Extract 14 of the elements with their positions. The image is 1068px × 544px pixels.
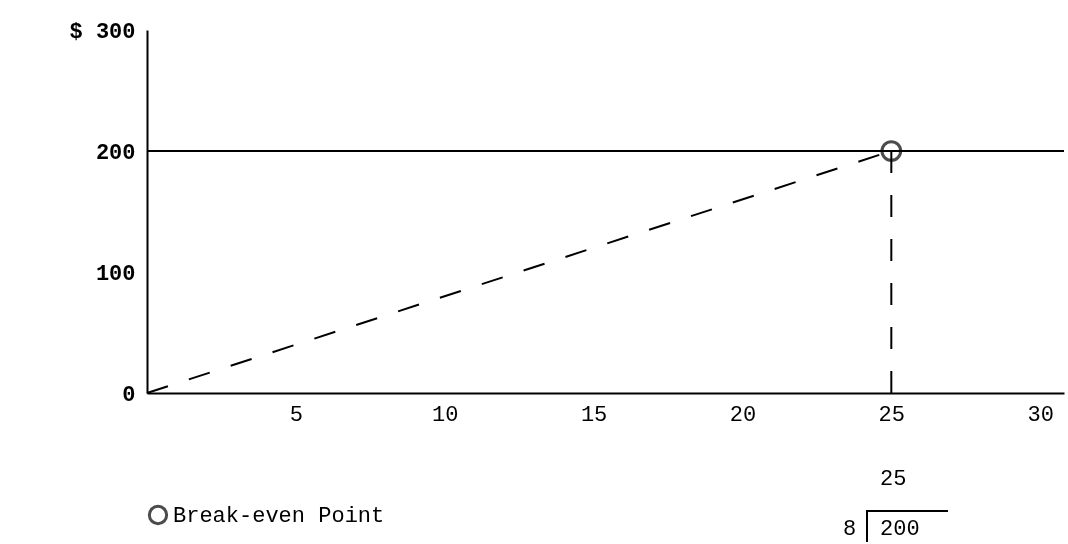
x-tick-label: 20 xyxy=(729,402,757,428)
text: 25 xyxy=(880,467,907,492)
y-tick-label: $ 300 xyxy=(69,19,136,45)
x-tick-label: 30 xyxy=(1027,402,1054,428)
x-tick-label: 5 xyxy=(289,402,303,428)
y-tick-label: 200 xyxy=(95,140,136,166)
x-tick-label: 15 xyxy=(580,402,608,428)
x-tick-label: 10 xyxy=(432,402,459,428)
text: 200 xyxy=(880,517,920,542)
y-tick-label: 0 xyxy=(122,382,136,408)
y-tick-label: 100 xyxy=(95,261,136,287)
text: 8 xyxy=(843,517,857,542)
legend-label: Break-even Point xyxy=(173,504,385,529)
x-tick-label: 25 xyxy=(878,402,906,428)
